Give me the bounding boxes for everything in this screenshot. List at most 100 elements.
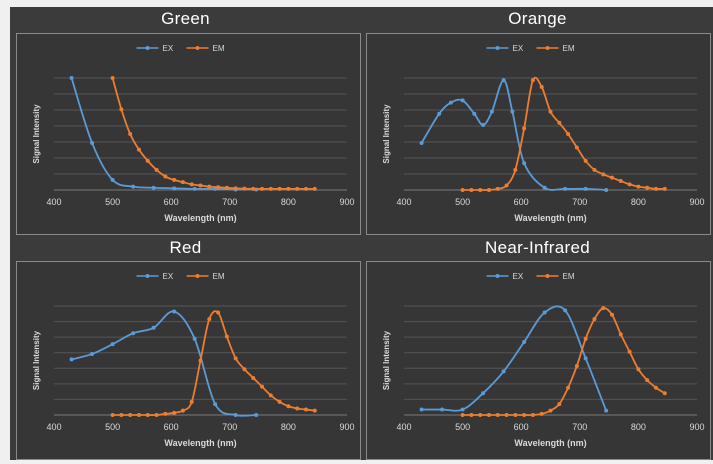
data-point-ex [192, 186, 197, 191]
data-point-em [207, 317, 212, 322]
x-axis-label: Wavelength (nm) [514, 213, 586, 223]
data-point-em [163, 174, 168, 179]
x-tick-label: 600 [164, 422, 179, 432]
data-point-em [303, 186, 308, 191]
legend-swatch-marker [195, 46, 200, 50]
series-line-ex [421, 305, 608, 412]
legend-label: EM [213, 44, 225, 53]
legend-item-em: EM [536, 44, 575, 53]
x-tick-label: 600 [514, 197, 529, 207]
data-point-em [295, 406, 300, 411]
data-point-ex [448, 100, 453, 105]
data-point-em [136, 147, 141, 152]
data-point-em [627, 182, 632, 187]
data-point-em [592, 167, 597, 172]
legend-item-em: EM [186, 272, 225, 281]
x-tick-label: 500 [455, 422, 470, 432]
data-point-em [548, 408, 553, 413]
data-point-em [583, 158, 588, 163]
legend-label: EM [563, 44, 575, 53]
data-point-ex [419, 140, 424, 145]
series-line-ex [71, 310, 257, 417]
x-tick-label: 400 [396, 197, 411, 207]
data-point-em [627, 349, 632, 354]
data-point-em [119, 413, 124, 417]
data-point-em [260, 186, 265, 191]
data-point-em [233, 186, 238, 191]
data-point-ex [110, 342, 115, 347]
data-point-em [601, 306, 606, 311]
legend-item-em: EM [186, 44, 225, 53]
x-axis-label: Wavelength (nm) [164, 213, 236, 223]
data-point-em [242, 367, 247, 372]
data-point-em [154, 413, 159, 417]
legend-swatch-marker [495, 46, 500, 50]
chart-panel-red: 400 500 600 700 800 900 Wavelength (nm) Signal … [16, 261, 361, 460]
data-point-ex [510, 109, 515, 114]
data-point-ex [604, 188, 609, 192]
data-point-em [312, 186, 317, 191]
data-point-em [530, 413, 535, 417]
data-point-em [522, 413, 527, 417]
data-point-ex [481, 391, 486, 396]
data-point-em [504, 183, 509, 188]
x-tick-label: 700 [572, 197, 587, 207]
data-point-em [251, 186, 256, 191]
data-point-em [504, 413, 509, 417]
data-point-em [180, 180, 185, 185]
data-point-ex [481, 123, 486, 128]
legend-label: EX [513, 272, 524, 281]
data-point-em [460, 413, 465, 417]
data-point-em [172, 410, 177, 415]
x-tick-label: 900 [339, 197, 354, 207]
x-tick-label: 800 [281, 197, 296, 207]
data-point-em [486, 188, 491, 192]
x-tick-label: 600 [164, 197, 179, 207]
data-point-ex [563, 308, 568, 313]
chart-panel-green: 400 500 600 700 800 900 Wavelength (nm) Signal … [16, 33, 361, 235]
x-tick-label: 700 [222, 197, 237, 207]
chart-title-near-infrared: Near-Infrared [485, 238, 590, 257]
data-point-em [172, 177, 177, 182]
chart-svg-orange: 400 500 600 700 800 900 Wavelength (nm) Signal … [382, 44, 705, 223]
x-tick-label: 700 [572, 422, 587, 432]
x-axis-label: Wavelength (nm) [164, 438, 236, 448]
legend-swatch-marker [145, 274, 150, 278]
legend-item-ex: EX [486, 272, 524, 281]
data-point-em [277, 186, 282, 191]
data-point-em [574, 145, 579, 150]
data-point-em [180, 408, 185, 413]
chart-panel-orange: 400 500 600 700 800 900 Wavelength (nm) Signal … [366, 33, 711, 235]
data-point-em [548, 109, 553, 114]
data-point-em [460, 188, 465, 192]
data-point-em [136, 413, 141, 417]
x-tick-label: 400 [396, 422, 411, 432]
data-point-em [522, 126, 527, 131]
data-point-em [145, 413, 150, 417]
data-point-ex [131, 184, 136, 189]
data-point-em [566, 132, 571, 136]
data-point-ex [489, 109, 494, 114]
data-point-em [163, 411, 168, 416]
x-tick-label: 600 [514, 422, 529, 432]
data-point-em [251, 375, 256, 380]
data-point-ex [583, 186, 588, 191]
data-point-em [539, 84, 544, 89]
data-point-em [216, 185, 221, 190]
data-point-em [610, 312, 615, 317]
data-point-em [128, 132, 133, 136]
legend-swatch-marker [195, 274, 200, 278]
x-tick-label: 800 [281, 422, 296, 432]
data-point-em [119, 107, 124, 112]
data-point-em [260, 384, 265, 389]
data-point-em [207, 184, 212, 189]
data-point-ex [192, 336, 197, 341]
data-point-em [645, 185, 650, 190]
data-point-em [189, 399, 194, 404]
data-point-em [530, 78, 535, 83]
data-point-em [277, 399, 282, 404]
series-line-em [111, 77, 315, 190]
data-point-ex [110, 177, 115, 182]
x-tick-label: 700 [222, 422, 237, 432]
